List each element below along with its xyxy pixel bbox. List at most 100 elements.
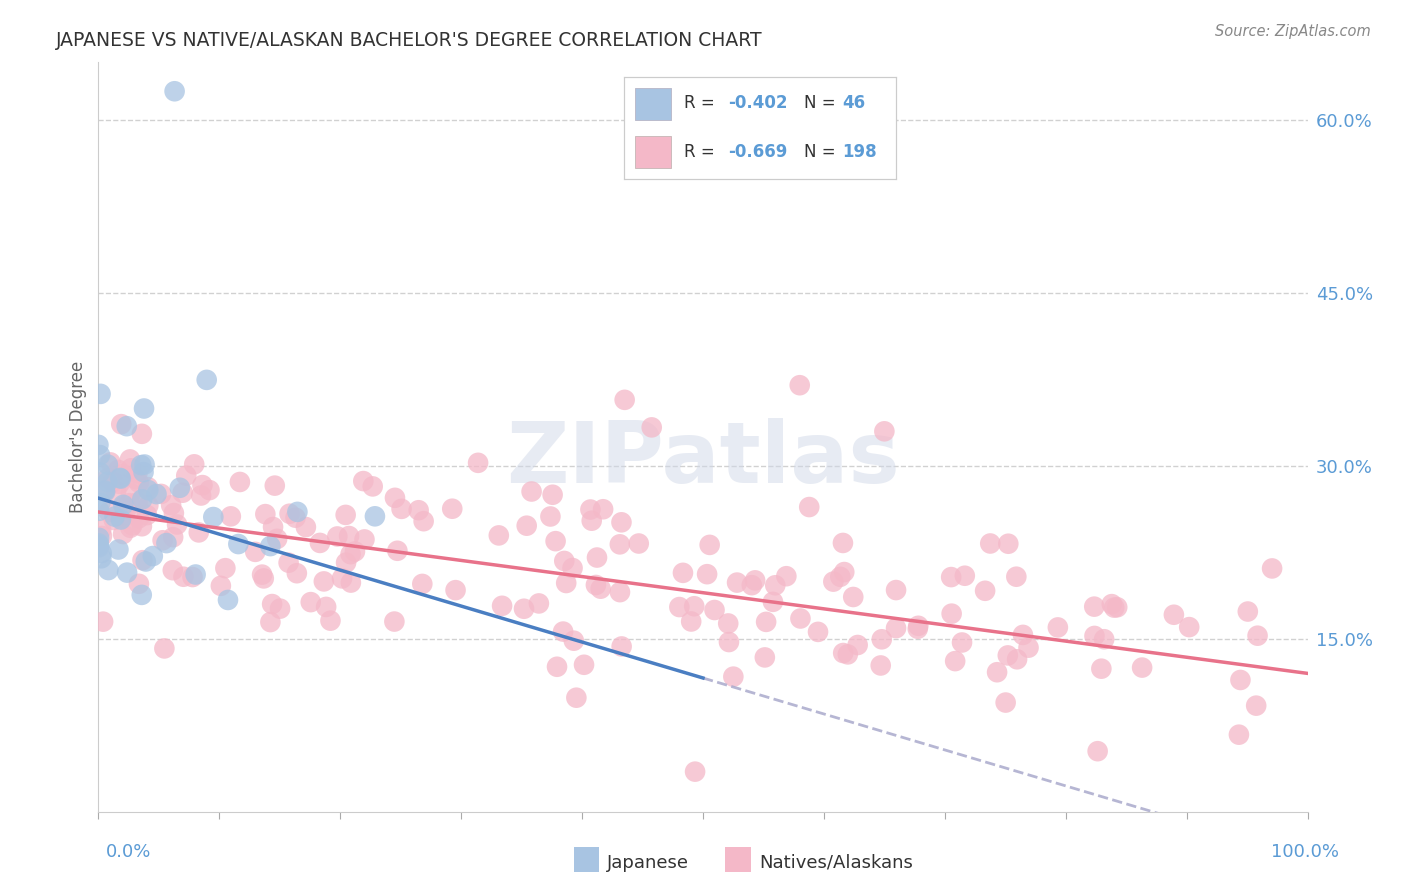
Text: Japanese: Japanese: [607, 854, 689, 871]
Point: [136, 483, 159, 498]
Point: [131, 553, 153, 567]
Point: [153, 641, 176, 656]
Point: [217, 593, 239, 607]
Point: [941, 570, 963, 584]
Point: [90, 523, 112, 537]
Point: [555, 576, 578, 591]
Point: [94, 484, 117, 499]
Point: [488, 528, 510, 542]
Point: [832, 536, 855, 550]
Point: [627, 536, 650, 550]
Point: [124, 472, 146, 486]
Point: [112, 498, 135, 512]
Point: [541, 488, 564, 502]
Point: [755, 615, 778, 629]
Point: [703, 603, 725, 617]
Point: [287, 505, 309, 519]
Point: [1012, 628, 1035, 642]
Point: [387, 543, 409, 558]
Point: [250, 567, 273, 582]
Point: [315, 599, 337, 614]
Point: [974, 583, 997, 598]
Point: [198, 483, 221, 497]
Point: [579, 502, 602, 516]
Point: [135, 554, 157, 568]
Point: [572, 657, 595, 672]
Point: [195, 373, 218, 387]
Point: [869, 658, 891, 673]
Point: [1229, 673, 1251, 687]
Point: [717, 616, 740, 631]
Point: [1102, 600, 1125, 615]
Point: [163, 506, 186, 520]
Point: [166, 517, 188, 532]
Point: [228, 537, 250, 551]
Point: [335, 508, 357, 522]
Point: [467, 456, 489, 470]
Point: [754, 650, 776, 665]
Point: [145, 487, 167, 501]
Point: [285, 566, 308, 581]
Point: [553, 624, 575, 639]
Point: [259, 615, 281, 629]
Point: [129, 458, 152, 472]
Point: [1130, 660, 1153, 674]
Point: [183, 458, 205, 472]
Point: [830, 570, 852, 584]
Point: [832, 565, 855, 579]
Point: [609, 585, 631, 599]
Point: [209, 579, 232, 593]
Point: [112, 499, 135, 513]
Point: [441, 501, 464, 516]
Point: [128, 577, 150, 591]
Point: [950, 635, 973, 649]
Point: [111, 467, 134, 482]
Point: [128, 475, 150, 490]
Point: [1101, 597, 1123, 611]
Point: [87, 538, 110, 552]
Point: [610, 640, 633, 654]
Point: [1083, 599, 1105, 614]
Point: [330, 571, 353, 585]
Point: [352, 474, 374, 488]
Point: [1107, 600, 1129, 615]
Point: [1005, 570, 1028, 584]
Point: [538, 509, 561, 524]
Point: [87, 531, 110, 545]
Point: [544, 534, 567, 549]
Point: [142, 549, 165, 563]
Point: [214, 561, 236, 575]
Point: [586, 550, 609, 565]
Point: [846, 638, 869, 652]
Point: [343, 544, 366, 558]
Point: [565, 690, 588, 705]
Text: Source: ZipAtlas.com: Source: ZipAtlas.com: [1215, 24, 1371, 39]
Point: [789, 378, 811, 392]
Text: Natives/Alaskans: Natives/Alaskans: [759, 854, 912, 871]
Point: [107, 463, 129, 477]
Point: [110, 417, 132, 431]
Point: [319, 614, 342, 628]
Point: [762, 595, 785, 609]
Point: [91, 529, 114, 543]
Point: [546, 660, 568, 674]
Point: [127, 495, 149, 509]
Point: [842, 590, 865, 604]
Point: [150, 487, 173, 501]
Point: [1246, 629, 1268, 643]
Point: [941, 607, 963, 621]
Point: [610, 516, 633, 530]
Point: [118, 452, 141, 467]
Point: [269, 601, 291, 615]
Point: [1163, 607, 1185, 622]
Point: [245, 545, 267, 559]
Point: [823, 574, 845, 589]
Point: [696, 567, 718, 582]
Y-axis label: Bachelor's Degree: Bachelor's Degree: [69, 361, 87, 513]
Point: [986, 665, 1008, 680]
Point: [444, 583, 467, 598]
Point: [668, 600, 690, 615]
Point: [229, 475, 252, 489]
Point: [312, 574, 335, 589]
Point: [516, 518, 538, 533]
